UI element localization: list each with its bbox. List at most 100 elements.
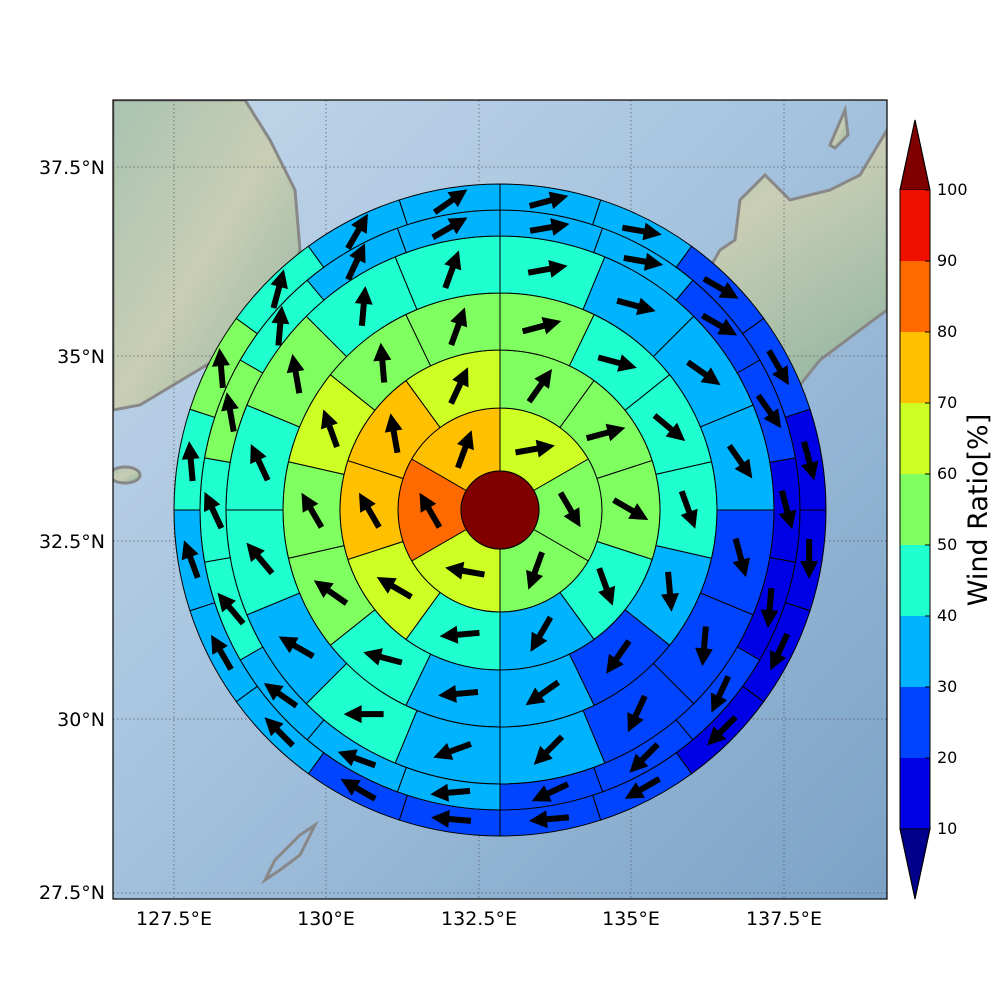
wind-direction-arrow: [710, 675, 731, 713]
wind-direction-arrow: [359, 492, 382, 529]
wind-direction-arrow: [801, 440, 819, 481]
wind-direction-arrow: [800, 539, 819, 579]
wind-direction-arrow: [616, 297, 656, 316]
colorbar-ticks: 10 20 30 40 50 60 70 80 90 100: [937, 180, 968, 838]
colorbar-bin: [900, 616, 930, 687]
wind-direction-arrow: [530, 615, 554, 652]
wind-direction-arrow: [627, 694, 648, 733]
wind-direction-arrow: [528, 191, 569, 209]
wind-direction-arrow: [442, 250, 462, 289]
wind-direction-arrow: [585, 423, 626, 442]
colorbar-tick-label: 50: [937, 535, 957, 554]
wind-direction-arrow: [181, 441, 200, 482]
lon-tick-label: 127.5°E: [136, 908, 212, 930]
wind-direction-arrow: [181, 540, 201, 579]
colorbar-bin: [900, 261, 930, 332]
colorbar-tick-label: 20: [937, 748, 957, 767]
wind-direction-arrow: [526, 551, 545, 590]
wind-direction-arrow: [529, 810, 570, 829]
lat-tick-label: 37.5°N: [39, 157, 105, 179]
wind-direction-arrow: [217, 592, 246, 626]
wind-direction-arrow: [286, 353, 305, 394]
wind-direction-arrow: [526, 369, 552, 404]
wind-direction-arrow: [769, 632, 791, 671]
wind-direction-arrow: [431, 810, 472, 828]
wind-direction-arrow: [448, 367, 469, 405]
wind-ratio-polar-grid: [173, 183, 827, 837]
wind-direction-arrow: [343, 705, 384, 724]
wind-direction-arrow: [264, 717, 295, 748]
lat-tick-label: 27.5°N: [39, 882, 105, 904]
wind-direction-arrow: [439, 625, 480, 644]
wind-direction-arrow: [250, 444, 271, 482]
wind-direction-arrow: [263, 683, 299, 709]
colorbar-bin: [900, 758, 930, 829]
wind-direction-arrow: [612, 497, 649, 520]
wind-direction-arrow: [533, 734, 565, 765]
colorbar-tick-label: 80: [937, 322, 957, 341]
wind-direction-arrow: [221, 392, 239, 433]
wind-direction-arrow: [340, 778, 377, 802]
wind-direction-arrow: [629, 742, 660, 773]
colorbar-bin: [900, 332, 930, 403]
land-southern-islands: [261, 820, 319, 885]
lon-tick-label: 132.5°E: [441, 908, 517, 930]
lon-axis: 127.5°E 130°E 132.5°E 135°E 137.5°E: [136, 908, 822, 930]
colorbar-bin: [900, 545, 930, 616]
colorbar-tick-label: 10: [937, 819, 957, 838]
land-jeju: [113, 465, 142, 485]
wind-direction-arrow: [778, 489, 797, 530]
colorbar-extend-over: [899, 119, 931, 191]
wind-direction-arrow: [686, 359, 721, 386]
wind-direction-arrow: [270, 269, 288, 309]
colorbar-tick-label: 90: [937, 251, 957, 270]
wind-direction-arrow: [529, 218, 570, 236]
lat-tick-label: 30°N: [57, 709, 105, 731]
wind-direction-arrow: [557, 491, 581, 528]
wind-direction-arrow: [652, 413, 686, 442]
wind-direction-arrow: [760, 588, 779, 629]
wind-direction-arrow: [445, 561, 485, 580]
center-cell: [460, 470, 540, 550]
colorbar: [899, 119, 931, 900]
wind-direction-arrow: [271, 305, 290, 346]
wind-direction-arrow: [597, 354, 637, 372]
colorbar-bin: [900, 190, 930, 261]
colorbar-tick-label: 30: [937, 677, 957, 696]
colorbar-tick-label: 60: [937, 464, 957, 483]
wind-direction-arrow: [701, 312, 738, 336]
wind-direction-arrow: [313, 580, 349, 606]
wind-direction-arrow: [678, 490, 698, 529]
colorbar-bin: [900, 403, 930, 474]
wind-direction-arrow: [596, 567, 616, 606]
wind-direction-arrow: [384, 413, 403, 454]
wind-direction-arrow: [212, 348, 230, 389]
lon-tick-label: 130°E: [297, 908, 355, 930]
colorbar-bin: [900, 687, 930, 758]
wind-direction-arrow: [345, 243, 366, 281]
wind-direction-arrow: [606, 639, 632, 674]
wind-direction-arrow: [766, 349, 789, 386]
lat-axis: 37.5°N 35°N 32.5°N 30°N 27.5°N: [39, 157, 105, 904]
wind-direction-arrow: [527, 260, 568, 278]
wind-direction-arrow: [455, 430, 474, 469]
wind-direction-arrow: [321, 409, 340, 448]
colorbar-tick-label: 100: [937, 180, 968, 199]
lon-tick-label: 135°E: [602, 908, 660, 930]
wind-direction-arrow: [204, 491, 225, 530]
wind-direction-arrow: [448, 307, 468, 346]
colorbar-label: Wind Ratio[%]: [963, 414, 994, 606]
wind-direction-arrow: [246, 542, 275, 576]
wind-direction-arrow: [211, 634, 234, 671]
wind-direction-arrow: [525, 679, 560, 706]
wind-direction-arrow: [433, 741, 472, 760]
wind-direction-arrow: [419, 492, 443, 529]
wind-direction-arrow: [707, 715, 738, 746]
colorbar-tick-label: 40: [937, 606, 957, 625]
wind-direction-arrow: [337, 749, 377, 769]
colorbar-tick-label: 70: [937, 393, 957, 412]
wind-direction-arrow: [431, 217, 468, 240]
land-sado: [828, 104, 850, 150]
wind-direction-arrow: [623, 252, 664, 271]
